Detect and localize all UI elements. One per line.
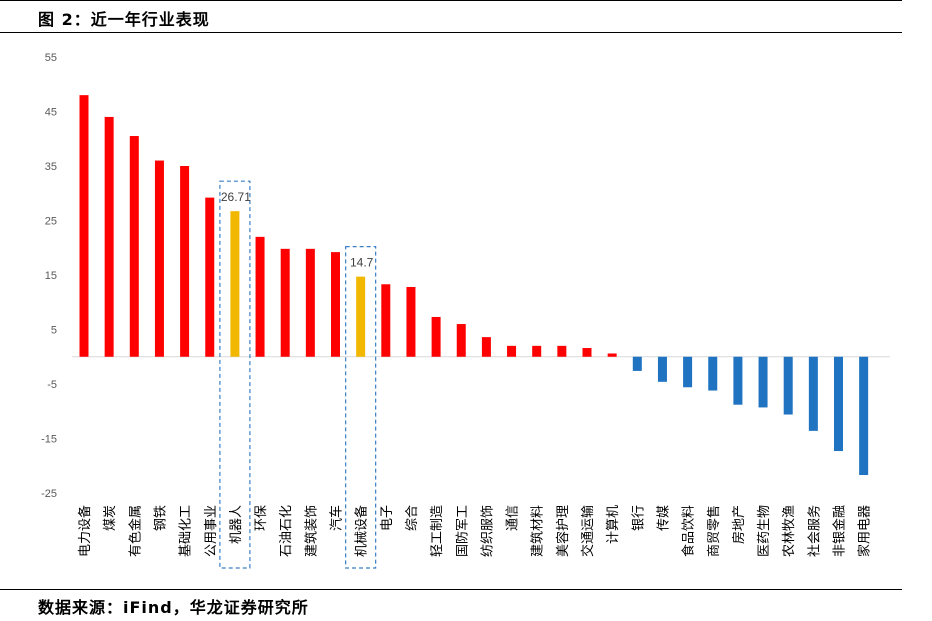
source-rule	[0, 589, 902, 590]
bar	[381, 284, 391, 357]
bar	[733, 356, 743, 405]
bar	[280, 248, 290, 357]
bar	[683, 356, 693, 388]
bar	[758, 356, 768, 408]
y-tick-label: 5	[51, 325, 57, 337]
title-rule	[0, 32, 902, 33]
bar	[129, 136, 139, 357]
bar	[356, 276, 366, 357]
x-category-label: 商贸零售	[706, 505, 722, 557]
bar	[79, 95, 89, 357]
x-category-label: 社会服务	[806, 505, 822, 557]
bar	[205, 197, 215, 357]
y-tick-label: 45	[45, 107, 57, 119]
bar	[808, 356, 818, 431]
x-category-label: 基础化工	[179, 505, 194, 557]
top-rule	[0, 0, 902, 1]
x-category-label: 纺织服饰	[480, 505, 495, 557]
x-category-label: 医药生物	[757, 505, 772, 557]
bar	[104, 116, 114, 357]
x-category-label: 钢铁	[153, 505, 168, 531]
x-category-label: 传媒	[656, 505, 671, 531]
highlight-box	[219, 180, 251, 569]
x-category-label: 轻工制造	[430, 505, 445, 557]
bar	[557, 345, 567, 357]
bar	[331, 252, 340, 357]
x-category-label: 公用事业	[204, 505, 219, 557]
bar	[582, 348, 592, 357]
y-tick-label: 25	[45, 216, 57, 228]
bar	[456, 324, 466, 357]
x-category-label: 石油石化	[279, 505, 294, 557]
x-category-label: 综合	[405, 505, 420, 531]
bar	[708, 356, 718, 391]
y-tick-label: 35	[45, 161, 57, 173]
bar	[406, 286, 416, 357]
bar	[255, 236, 265, 357]
x-category-label: 环保	[254, 505, 269, 531]
bar	[632, 356, 642, 371]
highlight-box	[345, 246, 377, 569]
x-category-label: 建筑材料	[530, 505, 546, 557]
figure-title: 图 2：近一年行业表现	[38, 10, 210, 29]
y-tick-label: -15	[41, 434, 57, 446]
y-tick-label: -5	[47, 379, 57, 391]
x-category-label: 交通运输	[580, 505, 596, 557]
bar	[431, 316, 441, 357]
y-tick-label: -25	[41, 488, 57, 500]
x-category-label: 家用电器	[857, 505, 873, 557]
x-category-label: 非银金融	[832, 505, 848, 557]
x-category-label: 银行	[631, 505, 646, 531]
x-category-label: 煤炭	[103, 505, 118, 531]
bar	[180, 166, 190, 357]
bar	[154, 160, 164, 357]
x-category-label: 建筑装饰	[303, 505, 319, 557]
y-tick-label: 15	[45, 270, 57, 282]
x-category-label: 美容护理	[555, 505, 571, 557]
x-category-label: 房地产	[731, 505, 747, 544]
x-category-label: 农林牧渔	[782, 505, 797, 557]
x-category-label: 计算机	[606, 505, 621, 544]
data-label: 14.7	[350, 256, 374, 270]
bar	[834, 356, 843, 452]
bar	[607, 353, 617, 357]
y-tick-label: 55	[45, 52, 57, 64]
x-category-label: 机械设备	[354, 505, 370, 557]
bar	[532, 345, 542, 357]
bar	[657, 356, 667, 382]
x-category-label: 汽车	[329, 505, 345, 531]
x-category-label: 食品饮料	[681, 505, 697, 557]
x-category-label: 有色金属	[127, 505, 143, 557]
bar	[230, 211, 240, 357]
x-category-label: 机器人	[229, 505, 244, 544]
x-category-label: 电子	[380, 505, 395, 531]
x-category-label: 电力设备	[77, 505, 93, 557]
bar	[481, 337, 491, 357]
figure-source: 数据来源：iFind，华龙证券研究所	[38, 598, 309, 617]
bar-chart: 55453525155-5-15-25电力设备 煤炭 有色金属 钢铁 基础化工 公用事业机…	[41, 52, 890, 569]
bar	[305, 248, 315, 357]
x-category-label: 国防军工	[454, 505, 470, 557]
bar	[507, 345, 517, 357]
bar	[859, 356, 869, 476]
bar	[783, 356, 793, 415]
data-label: 26.71	[221, 190, 251, 204]
x-category-label: 通信	[506, 505, 521, 531]
